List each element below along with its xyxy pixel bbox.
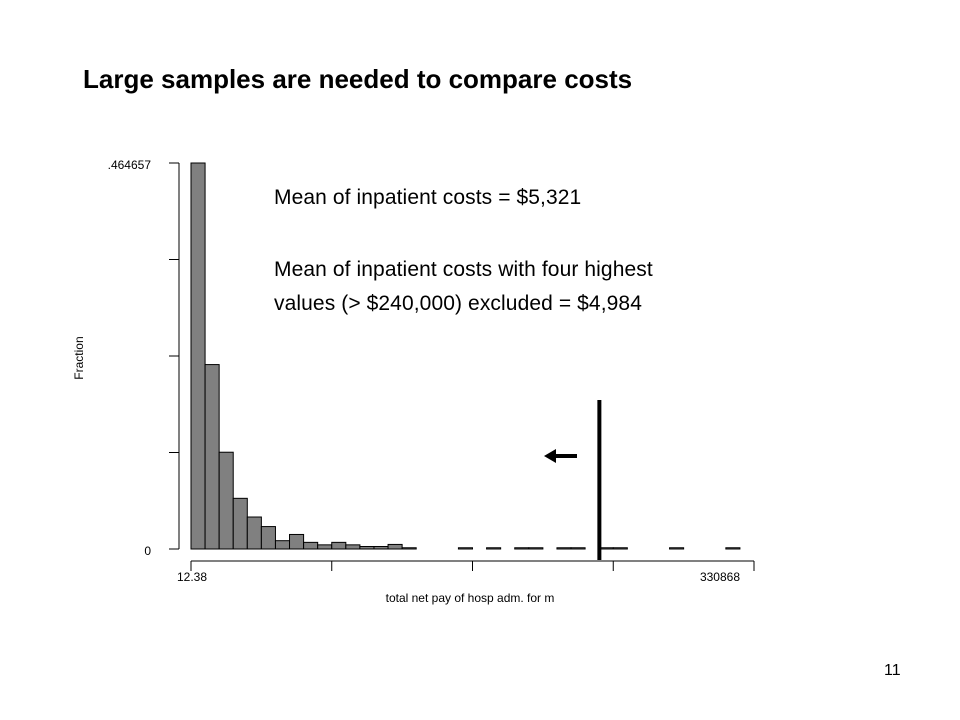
histogram-bar <box>612 547 628 550</box>
histogram-bar <box>232 497 248 550</box>
histogram-bar <box>528 547 544 550</box>
histogram-bar <box>373 546 389 550</box>
histogram-bar <box>387 543 403 550</box>
mean-all-annotation: Mean of inpatient costs = $5,321 <box>274 186 582 209</box>
histogram-bar <box>190 162 206 550</box>
histogram-bar <box>289 533 305 550</box>
left-arrow-icon <box>544 449 577 463</box>
x-tick-label-min: 12.38 <box>177 570 207 584</box>
histogram-bar <box>218 451 234 550</box>
histogram-bar <box>204 364 220 550</box>
histogram-bar <box>725 547 741 550</box>
y-axis-label: Fraction <box>72 336 86 379</box>
y-axis <box>169 162 180 550</box>
histogram-bar <box>274 540 291 550</box>
slide-title: Large samples are needed to compare cost… <box>83 64 633 94</box>
y-tick-label-min: 0 <box>144 544 151 558</box>
histogram-bar <box>486 547 502 550</box>
y-tick-label-max: .464657 <box>108 158 152 172</box>
x-axis <box>190 560 755 571</box>
histogram-bar <box>401 547 417 550</box>
x-tick-label-max: 330868 <box>700 570 740 584</box>
histogram-bar <box>514 547 530 550</box>
mean-excluded-annotation-line2: values (> $240,000) excluded = $4,984 <box>274 292 642 315</box>
histogram-bar <box>331 541 347 550</box>
x-axis-label: total net pay of hosp adm. for m <box>386 591 555 605</box>
histogram-bar <box>260 526 276 550</box>
histogram-bar <box>556 547 572 550</box>
histogram-bar <box>317 544 333 550</box>
histogram-bar <box>246 516 262 550</box>
histogram-bars <box>190 162 741 550</box>
page-number: 11 <box>884 662 901 679</box>
histogram-bar <box>359 546 375 550</box>
mean-excluded-annotation-line1: Mean of inpatient costs with four highes… <box>274 258 653 281</box>
histogram-bar <box>303 541 319 550</box>
histogram-bar <box>345 544 361 550</box>
histogram-bar <box>570 547 586 550</box>
histogram-bar <box>457 547 474 550</box>
histogram-bar <box>669 547 685 550</box>
